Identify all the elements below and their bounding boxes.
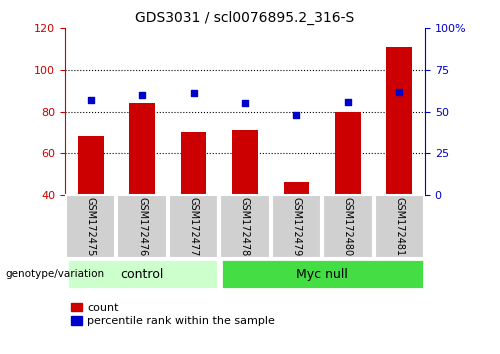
Bar (386, 47, 412, 195)
Bar (232, 130, 258, 195)
Text: GSM172478: GSM172478 (240, 197, 250, 257)
Legend: count, percentile rank within the sample: count, percentile rank within the sample (70, 303, 275, 326)
Title: GDS3031 / scl0076895.2_316-S: GDS3031 / scl0076895.2_316-S (136, 10, 354, 24)
Bar (284, 182, 310, 195)
Text: Myc null: Myc null (296, 268, 348, 281)
Bar (78, 137, 104, 195)
Text: GSM172480: GSM172480 (343, 197, 353, 257)
Text: GSM172479: GSM172479 (292, 197, 302, 257)
Bar (130, 103, 155, 195)
Bar (335, 112, 360, 195)
Text: control: control (120, 268, 164, 281)
Point (86, 97, 94, 103)
Point (241, 101, 249, 106)
Text: GSM172481: GSM172481 (394, 197, 404, 257)
Text: GSM172477: GSM172477 (188, 197, 198, 257)
Point (292, 112, 300, 118)
Point (344, 99, 352, 104)
Bar (180, 132, 206, 195)
Point (396, 89, 404, 95)
Text: GSM172475: GSM172475 (86, 197, 96, 257)
Text: GSM172476: GSM172476 (137, 197, 147, 257)
Point (190, 90, 198, 96)
Point (138, 92, 146, 98)
Text: genotype/variation: genotype/variation (5, 269, 104, 279)
